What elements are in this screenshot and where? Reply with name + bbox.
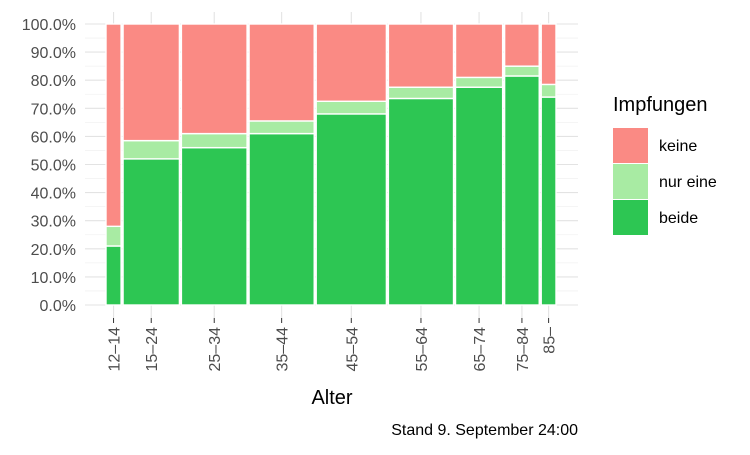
x-tick-label: 12–14 bbox=[107, 327, 124, 372]
bar-segment-keine-2 bbox=[180, 23, 248, 135]
bar-segment-nur-eine-2 bbox=[180, 132, 248, 149]
bar-segment-keine-7 bbox=[503, 23, 540, 67]
bar-segment-keine-8 bbox=[540, 23, 557, 86]
x-tick-label: 25–34 bbox=[207, 327, 224, 372]
legend-label: keine bbox=[659, 138, 697, 155]
y-tick-label: 90.0% bbox=[31, 45, 76, 62]
x-tick-label: 15–24 bbox=[144, 327, 161, 372]
legend-swatch-nur-eine bbox=[613, 164, 648, 199]
x-tick-label: 35–44 bbox=[275, 327, 292, 372]
x-tick-label: 75–84 bbox=[515, 327, 532, 372]
bars-group bbox=[105, 23, 557, 306]
y-tick-label: 70.0% bbox=[31, 101, 76, 118]
bar-segment-keine-1 bbox=[122, 23, 181, 142]
bar-segment-nur-eine-4 bbox=[315, 100, 388, 115]
bar-segment-keine-5 bbox=[387, 23, 455, 88]
y-tick-label: 0.0% bbox=[40, 298, 76, 315]
chart-caption: Stand 9. September 24:00 bbox=[391, 422, 578, 439]
bar-segment-keine-0 bbox=[105, 23, 122, 228]
legend-title: Impfungen bbox=[613, 94, 708, 116]
y-tick-label: 10.0% bbox=[31, 270, 76, 287]
bar-segment-beide-8 bbox=[540, 96, 557, 306]
y-tick-label: 30.0% bbox=[31, 214, 76, 231]
bar-segment-beide-2 bbox=[180, 146, 248, 306]
y-axis-ticks: 0.0% 10.0% 20.0% 30.0% 40.0% 50.0% 60.0% 70.0% 8… bbox=[22, 17, 76, 315]
bar-segment-nur-eine-5 bbox=[387, 86, 455, 100]
legend-swatch-keine bbox=[613, 128, 648, 163]
bar-segment-keine-6 bbox=[454, 23, 504, 79]
y-tick-label: 40.0% bbox=[31, 186, 76, 203]
y-tick-label: 100.0% bbox=[22, 17, 76, 34]
y-tick-label: 80.0% bbox=[31, 73, 76, 90]
bar-segment-nur-eine-0 bbox=[105, 225, 122, 247]
bar-segment-keine-3 bbox=[248, 23, 315, 122]
bar-segment-beide-0 bbox=[105, 245, 122, 306]
legend-items: keine nur eine beide bbox=[613, 128, 717, 235]
bar-segment-nur-eine-1 bbox=[122, 139, 181, 160]
y-tick-label: 50.0% bbox=[31, 158, 76, 175]
bar-segment-beide-4 bbox=[315, 113, 388, 306]
bar-segment-beide-3 bbox=[248, 132, 315, 306]
bar-segment-nur-eine-6 bbox=[454, 76, 504, 88]
legend-label: beide bbox=[659, 210, 698, 227]
bar-segment-nur-eine-8 bbox=[540, 83, 557, 98]
legend-label: nur eine bbox=[659, 174, 717, 191]
bar-segment-keine-4 bbox=[315, 23, 388, 102]
legend-swatch-beide bbox=[613, 200, 648, 235]
x-tick-label: 55–64 bbox=[414, 327, 431, 372]
y-tick-label: 60.0% bbox=[31, 129, 76, 146]
x-tick-label: 45–54 bbox=[344, 327, 361, 372]
legend: Impfungen keine nur eine beide bbox=[613, 94, 717, 235]
bar-segment-beide-5 bbox=[387, 97, 455, 306]
bar-segment-beide-6 bbox=[454, 86, 504, 306]
bar-segment-nur-eine-3 bbox=[248, 120, 315, 135]
x-axis-ticks: 12–14 15–24 25–34 35–44 45–54 55–64 65–74 75–84… bbox=[107, 318, 559, 372]
bar-segment-nur-eine-7 bbox=[503, 65, 540, 77]
bar-segment-beide-1 bbox=[122, 158, 181, 306]
x-tick-label: 65–74 bbox=[472, 327, 489, 372]
x-tick-label: 85– bbox=[542, 327, 559, 354]
bar-segment-beide-7 bbox=[503, 75, 540, 306]
x-axis-label: Alter bbox=[311, 387, 352, 409]
y-tick-label: 20.0% bbox=[31, 242, 76, 259]
